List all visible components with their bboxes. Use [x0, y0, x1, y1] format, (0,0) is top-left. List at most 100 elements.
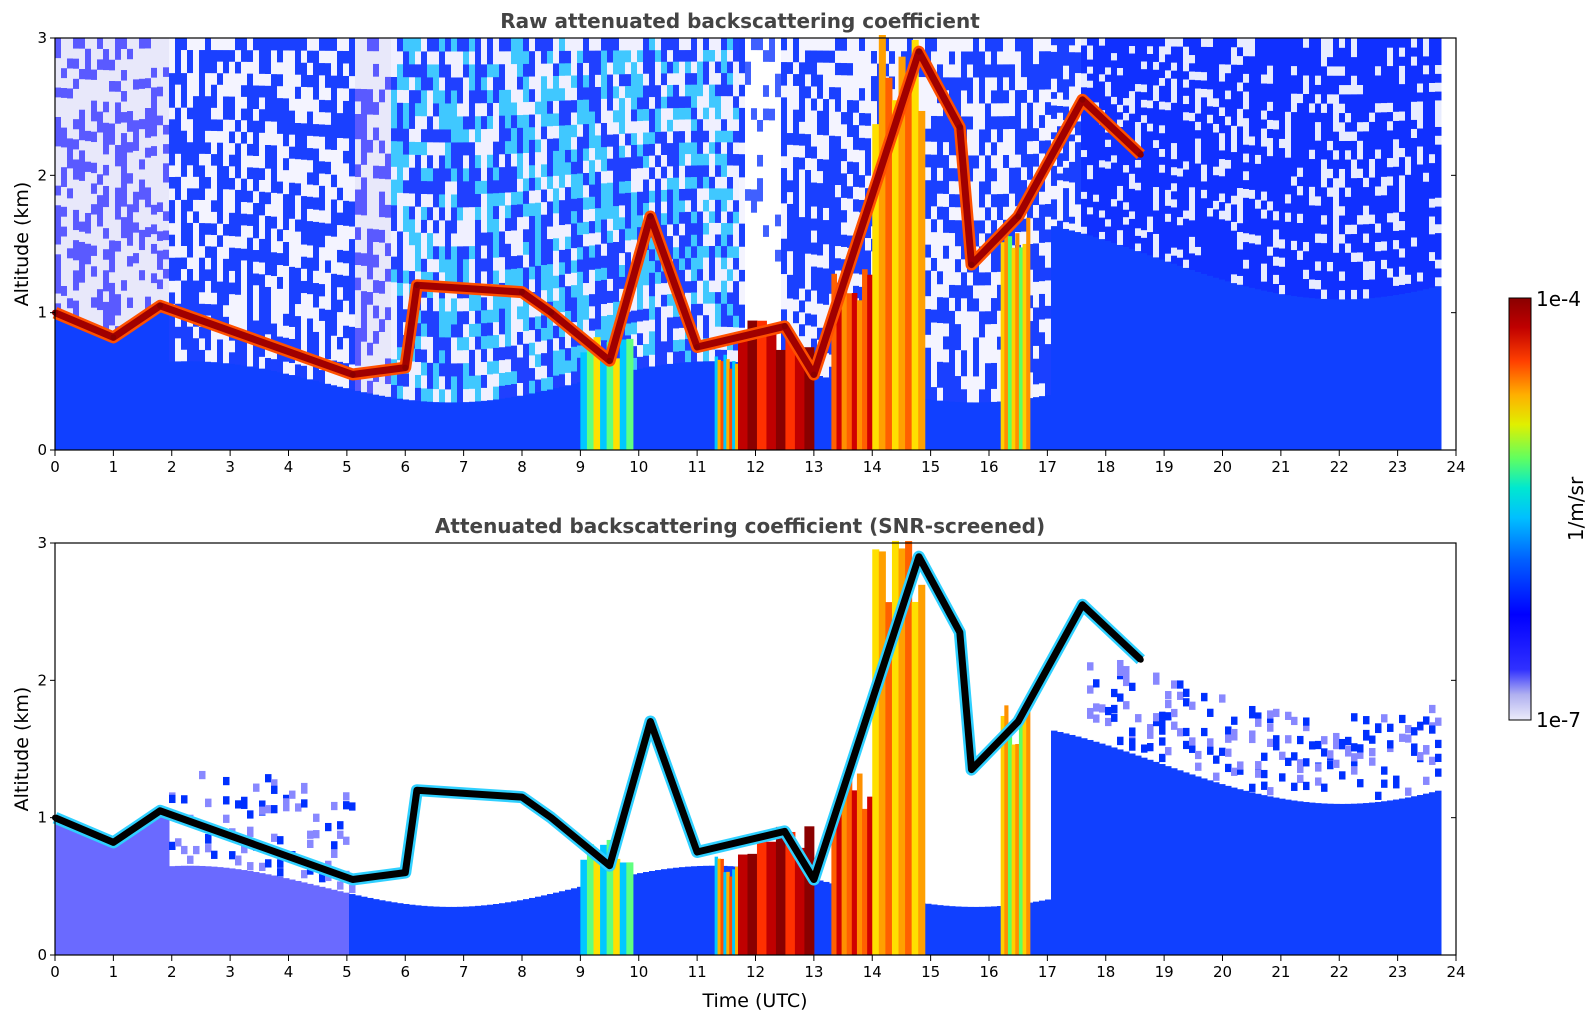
noise-cell — [73, 259, 80, 271]
noise-cell — [373, 101, 380, 115]
noise-cell — [949, 336, 956, 350]
noise-cell — [127, 131, 134, 143]
noise-cell — [91, 100, 98, 111]
noise-cell — [301, 328, 308, 342]
noise-cell — [931, 218, 938, 233]
noise-cell — [103, 259, 110, 271]
noise-cell — [133, 99, 140, 111]
noise-cell — [217, 72, 224, 85]
noise-cell — [391, 345, 398, 360]
noise-cell — [991, 180, 998, 195]
noise-cell — [481, 154, 488, 168]
noise-cell — [595, 98, 602, 112]
noise-cell — [649, 342, 656, 355]
noise-cell — [271, 144, 278, 158]
noise-cell — [73, 290, 80, 301]
noise-cell — [127, 307, 134, 319]
noise-cell — [385, 165, 392, 180]
noise-cell — [145, 246, 152, 257]
noise-cell — [607, 206, 614, 219]
noise-cell — [67, 287, 74, 299]
noise-cell — [265, 120, 272, 134]
aerosol-layer-cell — [289, 374, 296, 450]
noise-cell — [181, 130, 188, 143]
noise-cell — [181, 291, 188, 304]
aerosol-layer-cell — [925, 398, 932, 450]
noise-cell — [61, 87, 68, 98]
noise-cell — [307, 257, 314, 270]
noise-cell — [961, 336, 968, 351]
noise-cell — [307, 74, 314, 88]
noise-cell — [367, 240, 374, 255]
noise-cell — [589, 62, 596, 76]
noise-cell — [709, 38, 716, 51]
noise-cell — [265, 250, 272, 264]
noise-cell — [805, 73, 812, 87]
aerosol-layer-cell — [247, 366, 254, 450]
noise-cell — [499, 38, 506, 52]
noise-cell — [715, 314, 722, 327]
noise-cell — [817, 50, 824, 63]
aerosol-layer-cell — [373, 394, 380, 450]
noise-cell — [301, 280, 308, 294]
noise-cell — [139, 118, 146, 130]
noise-cell — [1027, 204, 1034, 219]
noise-cell — [103, 206, 110, 218]
noise-cell — [115, 165, 122, 177]
noise-cell — [655, 306, 662, 319]
noise-cell — [1081, 128, 1088, 137]
noise-cell — [667, 38, 674, 51]
noise-cell — [751, 235, 758, 248]
noise-cell — [631, 38, 638, 51]
noise-cell — [601, 62, 608, 75]
noise-cell — [475, 232, 482, 246]
noise-cell — [667, 247, 674, 260]
noise-cell — [589, 86, 596, 100]
noise-cell — [151, 77, 158, 88]
noise-cell — [745, 211, 752, 224]
noise-cell — [679, 153, 686, 166]
noise-cell — [163, 105, 170, 116]
noise-cell — [307, 232, 314, 246]
noise-cell — [733, 165, 740, 178]
noise-cell — [505, 307, 512, 321]
noise-cell — [379, 382, 386, 396]
noise-cell — [439, 128, 446, 143]
noise-cell — [979, 258, 986, 273]
noise-cell — [475, 50, 482, 65]
noise-cell — [289, 230, 296, 243]
noise-cell — [247, 49, 254, 62]
noise-cell — [1057, 105, 1064, 113]
noise-cell — [241, 271, 248, 284]
noise-cell — [175, 72, 182, 85]
noise-cell — [277, 288, 284, 301]
noise-cell — [157, 250, 164, 261]
noise-cell — [979, 76, 986, 91]
noise-cell — [931, 128, 938, 142]
noise-cell — [469, 323, 476, 337]
noise-cell — [817, 327, 824, 340]
noise-cell — [871, 50, 878, 64]
noise-cell — [715, 210, 722, 223]
noise-cell — [589, 281, 596, 295]
noise-cell — [787, 108, 794, 122]
noise-cell — [655, 49, 662, 62]
noise-cell — [85, 58, 92, 70]
noise-cell — [295, 291, 302, 305]
noise-cell — [643, 108, 650, 121]
noise-cell — [463, 128, 470, 143]
noise-cell — [193, 199, 200, 212]
noise-cell — [187, 164, 194, 177]
noise-cell — [841, 62, 848, 76]
noise-cell — [835, 62, 842, 76]
noise-cell — [421, 38, 428, 52]
noise-cell — [445, 258, 452, 273]
noise-cell — [463, 206, 470, 221]
noise-cell — [163, 143, 170, 154]
noise-cell — [67, 247, 74, 259]
noise-cell — [1069, 175, 1076, 183]
noise-cell — [331, 149, 338, 163]
noise-cell — [841, 197, 848, 211]
noise-cell — [457, 141, 464, 156]
noise-cell — [253, 49, 260, 63]
